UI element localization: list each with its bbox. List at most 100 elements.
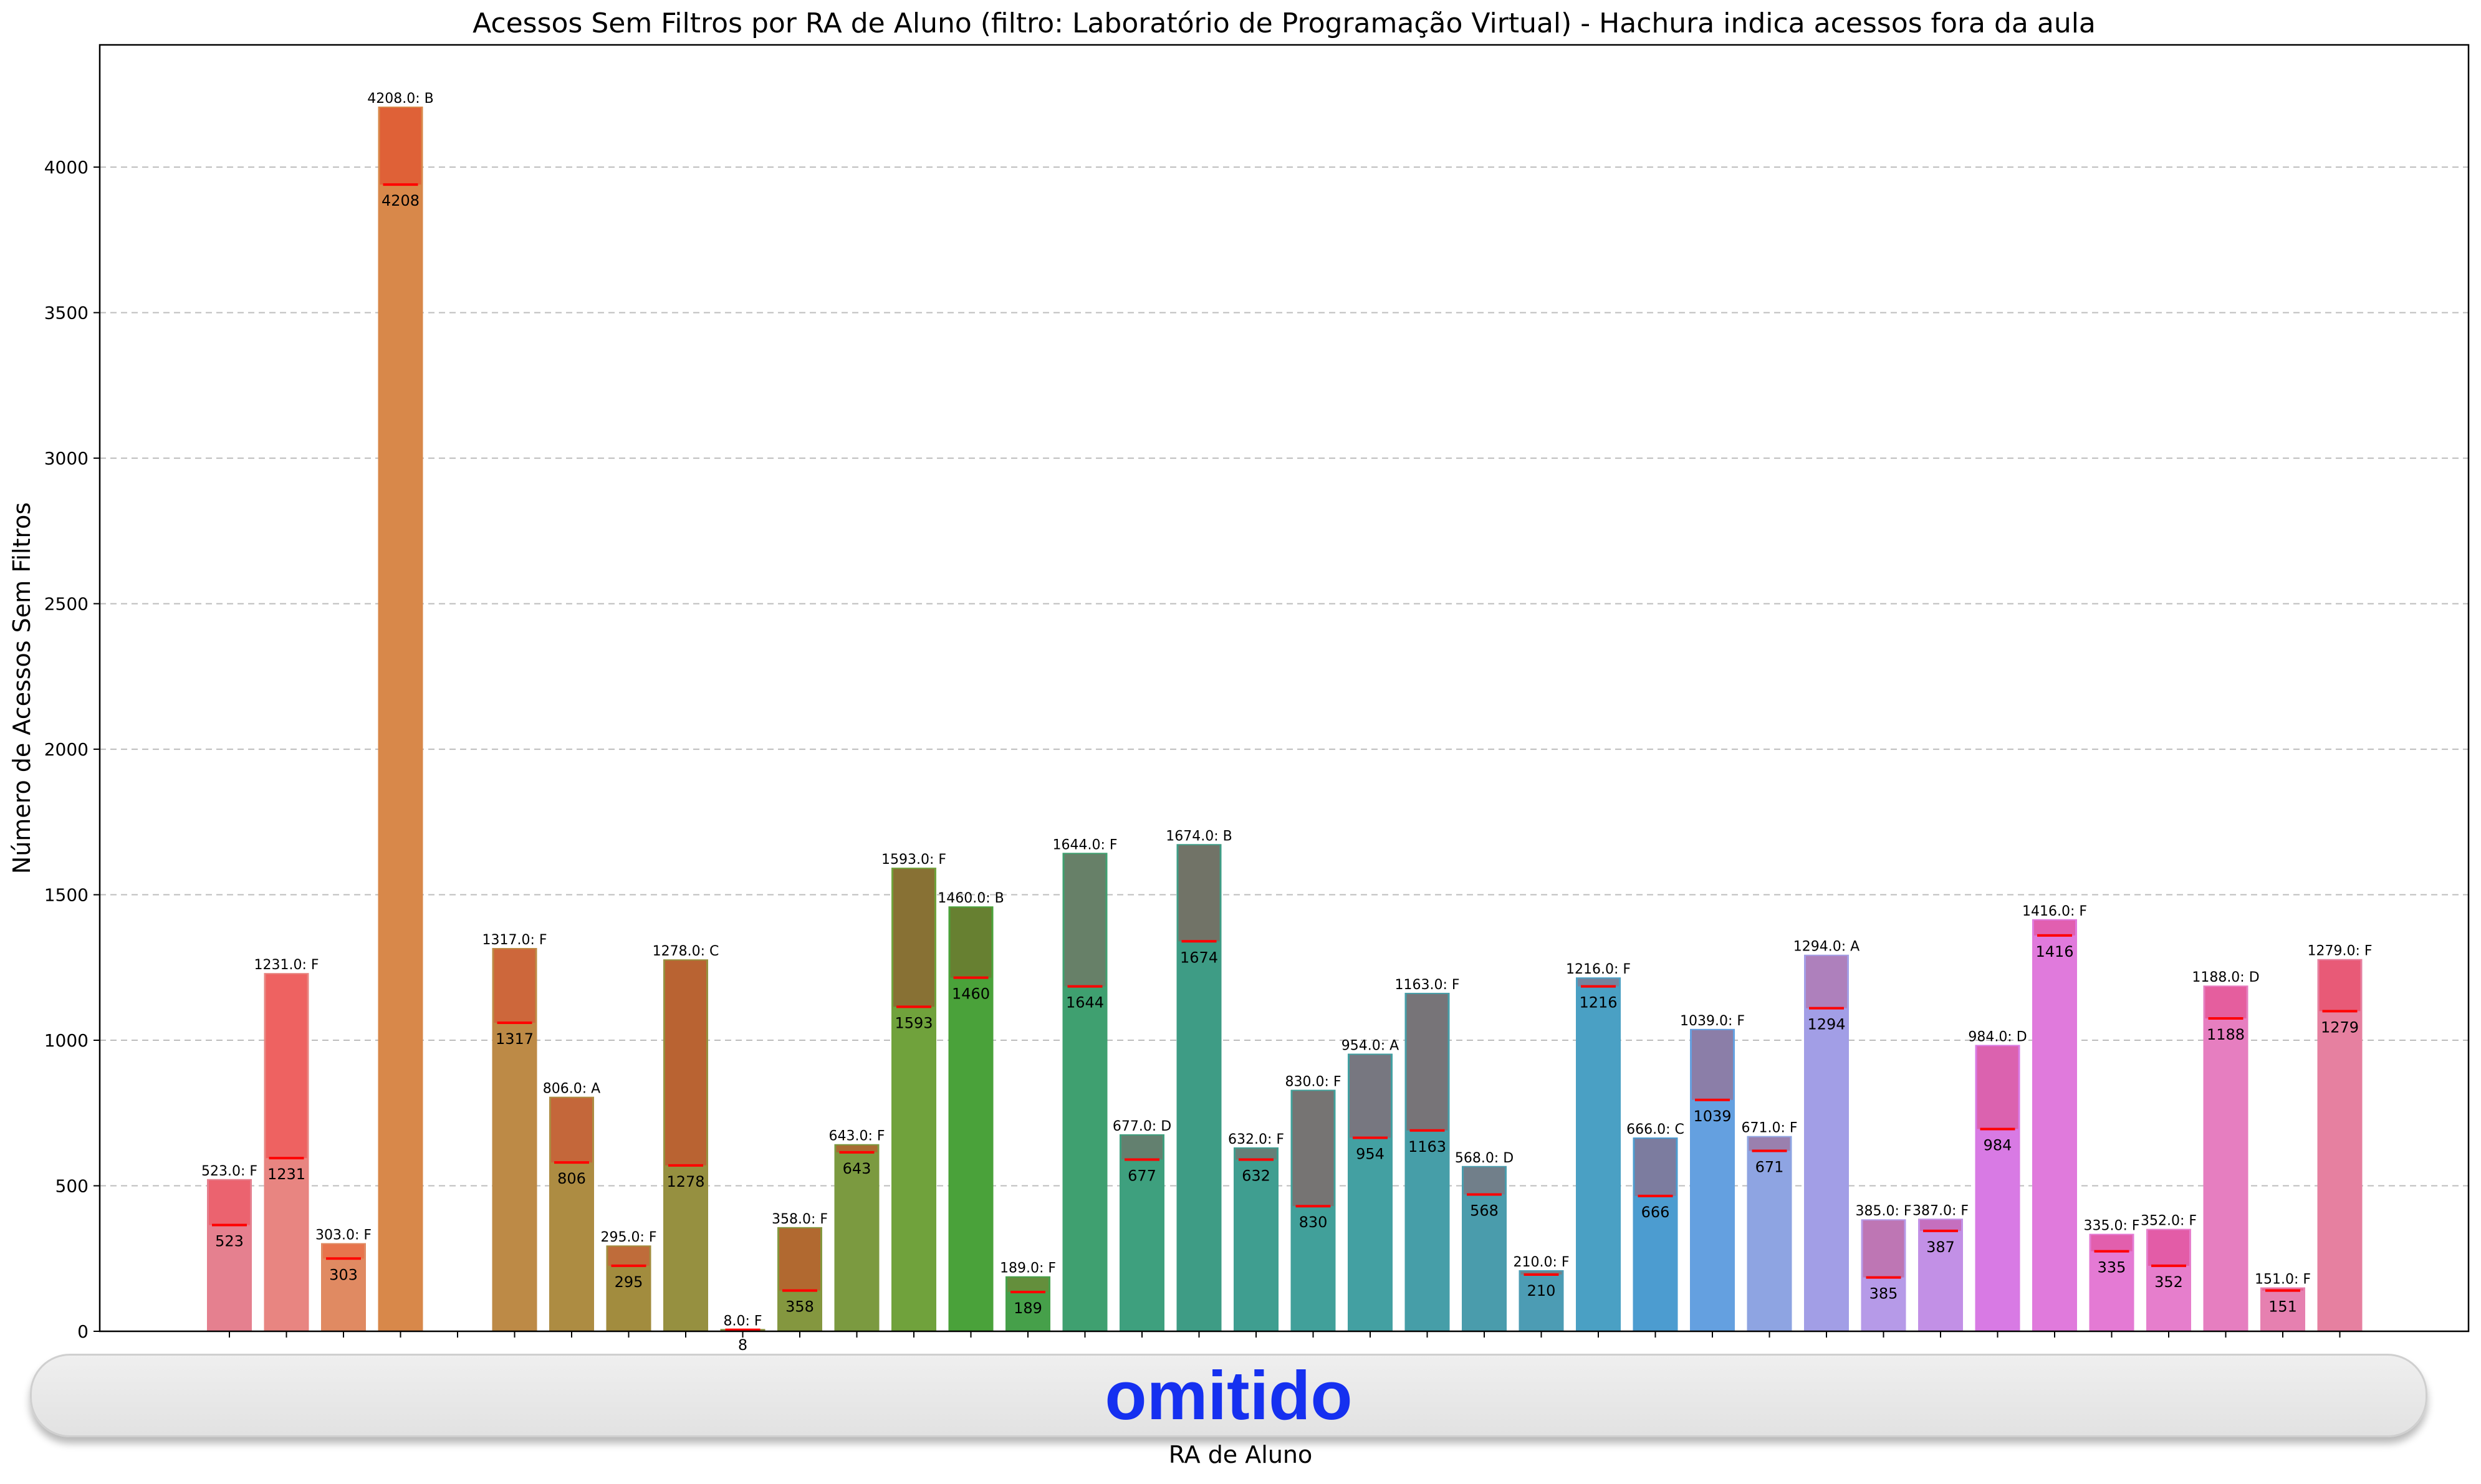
bar-value-label: 523.0: F	[201, 1164, 257, 1179]
bar-count-label: 671	[1755, 1158, 1784, 1175]
bar-out-of-class-segment	[1692, 1030, 1733, 1100]
bar	[1918, 1218, 1963, 1331]
bar	[2260, 1287, 2305, 1331]
bar-out-of-class-segment	[1236, 1148, 1277, 1160]
bar-value-label: 1294.0: A	[1793, 939, 1860, 955]
bar-out-of-class-segment	[323, 1244, 364, 1259]
bar-count-label: 352	[2154, 1273, 2183, 1291]
bar-count-label: 210	[1527, 1282, 1556, 1300]
bar-out-of-class-segment	[1064, 854, 1106, 987]
bar-count-label: 954	[1356, 1145, 1384, 1162]
bar-out-of-class-segment	[1749, 1137, 1790, 1151]
bar-value-label: 1279.0: F	[2307, 944, 2372, 959]
bar-out-of-class-segment	[893, 869, 934, 1007]
bar-count-label: 8	[738, 1336, 747, 1354]
bar-count-label: 1674	[1180, 949, 1218, 966]
bar-count-label: 666	[1641, 1204, 1670, 1221]
bar-count-label: 1039	[1693, 1108, 1731, 1125]
y-tick-label: 1500	[44, 885, 89, 906]
y-tick-label: 3500	[44, 303, 89, 323]
bar-count-label: 523	[215, 1233, 244, 1250]
bar-out-of-class-segment	[2205, 987, 2247, 1019]
bar-count-label: 358	[785, 1298, 814, 1316]
bar-value-label: 335.0: F	[2083, 1218, 2139, 1234]
grid-lines	[100, 166, 2469, 1187]
bar-value-label: 1039.0: F	[1680, 1013, 1745, 1029]
bar-count-label: 1188	[2207, 1026, 2245, 1043]
bar-out-of-class-segment	[1806, 955, 1847, 1008]
bar-out-of-class-segment	[1350, 1055, 1391, 1138]
bar-out-of-class-segment	[2319, 960, 2361, 1012]
bar-count-label: 1593	[895, 1014, 933, 1032]
bar-out-of-class-segment	[209, 1180, 250, 1225]
bar-value-label: 4208.0: B	[367, 91, 433, 107]
bar-value-label: 303.0: F	[315, 1228, 372, 1243]
bar-out-of-class-segment	[266, 974, 307, 1159]
y-tick-label: 4000	[44, 157, 89, 178]
bar-count-label: 189	[1014, 1300, 1042, 1317]
bar	[1576, 977, 1621, 1331]
bar-value-label: 1593.0: F	[881, 852, 946, 868]
y-tick-label: 0	[77, 1321, 89, 1342]
bar-value-label: 387.0: F	[1912, 1203, 1969, 1218]
bar-count-label: 385	[1869, 1285, 1898, 1303]
bar	[1234, 1147, 1279, 1331]
bar-out-of-class-segment	[665, 960, 706, 1166]
bar-value-label: 830.0: F	[1285, 1074, 1341, 1089]
bar-count-label: 806	[557, 1170, 586, 1187]
bar-count-label: 568	[1470, 1202, 1499, 1220]
bar-count-label: 335	[2098, 1259, 2126, 1276]
bar-out-of-class-segment	[1121, 1135, 1163, 1160]
bar-out-of-class-segment	[494, 949, 535, 1023]
chart-title: Acessos Sem Filtros por RA de Aluno (fil…	[473, 7, 2096, 39]
omitted-x-ticks-banner: omitido	[30, 1354, 2427, 1437]
bar-value-label: 1644.0: F	[1052, 837, 1117, 853]
bar	[1804, 954, 1849, 1331]
y-tick-label: 500	[55, 1176, 89, 1197]
y-tick-label: 2500	[44, 594, 89, 615]
bar-value-label: 1317.0: F	[482, 932, 547, 948]
bar-count-label: 4208	[382, 192, 420, 209]
x-axis-label: RA de Aluno	[1168, 1441, 1313, 1468]
bar-count-label: 295	[615, 1273, 643, 1291]
bar-out-of-class-segment	[836, 1145, 878, 1152]
bar-count-label: 151	[2268, 1298, 2297, 1316]
bar-out-of-class-segment	[1007, 1277, 1049, 1292]
bar-out-of-class-segment	[950, 907, 992, 978]
bar-value-label: 189.0: F	[1000, 1261, 1056, 1276]
bar-value-label: 151.0: F	[2255, 1271, 2311, 1287]
bar-out-of-class-segment	[608, 1247, 650, 1266]
bar-out-of-class-segment	[380, 107, 421, 185]
bar-value-label: 1188.0: D	[2192, 970, 2259, 985]
bar-value-label: 1416.0: F	[2022, 904, 2087, 919]
bar-out-of-class-segment	[779, 1228, 820, 1291]
bar-out-of-class-segment	[551, 1098, 592, 1163]
bar-value-label: 210.0: F	[1513, 1255, 1569, 1270]
bar-out-of-class-segment	[2148, 1230, 2189, 1266]
bar-count-label: 830	[1299, 1214, 1328, 1231]
bar-count-label: 677	[1128, 1167, 1156, 1184]
bar-count-label: 1278	[666, 1173, 704, 1190]
bar-value-label: 1231.0: F	[254, 957, 319, 973]
bar-value-label: 295.0: F	[600, 1230, 656, 1245]
bar-out-of-class-segment	[1520, 1271, 1562, 1275]
bar	[2317, 959, 2363, 1331]
bar-out-of-class-segment	[1292, 1091, 1334, 1207]
plot-frame	[98, 44, 2470, 1333]
bar-value-label: 1278.0: C	[653, 944, 719, 959]
bar-count-label: 984	[1984, 1136, 2012, 1154]
bar-count-label: 303	[329, 1266, 358, 1283]
bar-count-label: 1416	[2035, 943, 2073, 960]
y-tick-label: 1000	[44, 1030, 89, 1051]
bar	[2203, 985, 2248, 1331]
bar-count-label: 1460	[952, 985, 990, 1003]
bar-value-label: 806.0: A	[543, 1081, 600, 1097]
bar-count-label: 1644	[1066, 994, 1104, 1012]
bar-out-of-class-segment	[1178, 845, 1220, 942]
bar-value-label: 666.0: C	[1626, 1122, 1684, 1137]
bar-count-label: 1317	[496, 1030, 534, 1048]
bar-value-label: 358.0: F	[772, 1212, 828, 1227]
bar-value-label: 8.0: F	[723, 1313, 762, 1329]
bar	[2032, 919, 2077, 1331]
bar-out-of-class-segment	[1920, 1220, 1961, 1231]
